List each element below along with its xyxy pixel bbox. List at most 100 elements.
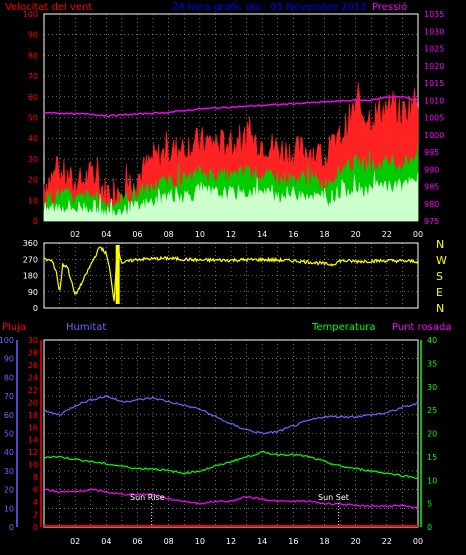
direction-y-tick-label: 360 bbox=[23, 239, 38, 248]
rain-y-tick-label: 12 bbox=[28, 448, 38, 457]
wind-x-tick-label: 16 bbox=[288, 230, 298, 239]
wind-y-tick-label: 50 bbox=[28, 114, 38, 123]
wind-y-tick-label: 0 bbox=[33, 217, 38, 226]
lower-x-tick-label: 02 bbox=[70, 537, 80, 546]
direction-y-tick-label: 0 bbox=[33, 304, 38, 313]
temperature-y-tick-label: 30 bbox=[427, 383, 437, 392]
rain-y-tick-label: 8 bbox=[33, 473, 38, 482]
pressure-y-tick-label: 990 bbox=[424, 165, 439, 174]
wind-y-tick-label: 60 bbox=[28, 93, 38, 102]
wind-x-tick-label: 10 bbox=[195, 230, 205, 239]
wind-x-tick-label: 22 bbox=[382, 230, 392, 239]
lower-panel-frame bbox=[43, 339, 419, 528]
rain-y-tick-label: 10 bbox=[28, 461, 38, 470]
wind-y-tick-label: 100 bbox=[23, 10, 38, 19]
temperature-y-tick-label: 25 bbox=[427, 406, 437, 415]
pressure-y-tick-label: 1000 bbox=[424, 131, 444, 140]
direction-y-tick-label: 180 bbox=[23, 272, 38, 281]
rain-y-tick-label: 20 bbox=[28, 398, 38, 407]
temperature-y-tick-label: 10 bbox=[427, 476, 437, 485]
humidity-y-tick-label: 100 bbox=[0, 336, 14, 345]
compass-n-bottom: N bbox=[436, 302, 444, 315]
compass-s: S bbox=[436, 270, 443, 283]
pressure-y-tick-label: 1035 bbox=[424, 10, 444, 19]
rain-y-tick-label: 24 bbox=[28, 373, 38, 382]
temperature-y-tick-label: 40 bbox=[427, 336, 437, 345]
wind-direction-panel: 0 90 180 270 360 bbox=[23, 239, 419, 313]
wind-x-tick-label: 20 bbox=[351, 230, 361, 239]
direction-y-tick-label: 90 bbox=[28, 288, 38, 297]
sunset-label: Sun Set bbox=[318, 493, 349, 502]
temperature-y-tick-label: 20 bbox=[427, 430, 437, 439]
header-date-title: 24 hora grafic dia : 05 Novembre 2013 bbox=[172, 2, 367, 13]
lower-x-tick-label: 18 bbox=[319, 537, 329, 546]
humidity-line bbox=[43, 394, 419, 435]
lower-x-tick-label: 16 bbox=[288, 537, 298, 546]
humidity-y-tick-label: 20 bbox=[4, 486, 14, 495]
wind-x-tick-label: 18 bbox=[319, 230, 329, 239]
temperature-y-tick-label: 5 bbox=[427, 500, 432, 509]
pressure-y-tick-label: 1005 bbox=[424, 114, 444, 123]
header-pressure-title: Pressió bbox=[372, 1, 407, 13]
rain-label: Pluja bbox=[2, 322, 26, 333]
lower-x-tick-label: 08 bbox=[164, 537, 174, 546]
humidity-y-tick-label: 40 bbox=[4, 448, 14, 457]
rain-y-tick-label: 16 bbox=[28, 423, 38, 432]
compass-n-top: N bbox=[436, 238, 444, 251]
lower-x-tick-label: 06 bbox=[132, 537, 142, 546]
wind-y-tick-label: 70 bbox=[28, 72, 38, 81]
pressure-y-tick-label: 1030 bbox=[424, 27, 444, 36]
wind-y-tick-label: 40 bbox=[28, 134, 38, 143]
humidity-label: Humitat bbox=[66, 322, 106, 333]
temperature-y-tick-label: 35 bbox=[427, 359, 437, 368]
compass-e: E bbox=[436, 286, 443, 299]
wind-x-tick-label: 06 bbox=[132, 230, 142, 239]
wind-x-tick-label: 04 bbox=[101, 230, 111, 239]
pressure-y-tick-label: 1025 bbox=[424, 45, 444, 54]
temperature-y-tick-label: 15 bbox=[427, 453, 437, 462]
lower-x-tick-label: 04 bbox=[101, 537, 111, 546]
lower-x-tick-label: 10 bbox=[195, 537, 205, 546]
pressure-y-tick-label: 1015 bbox=[424, 79, 444, 88]
rain-y-tick-label: 0 bbox=[33, 523, 38, 532]
lower-x-tick-label: 12 bbox=[226, 537, 236, 546]
lower-x-tick-label: 20 bbox=[351, 537, 361, 546]
wind-x-tick-label: 08 bbox=[164, 230, 174, 239]
wind-min-area bbox=[43, 172, 419, 222]
rain-y-tick-label: 18 bbox=[28, 411, 38, 420]
temperature-line bbox=[43, 450, 419, 480]
sunrise-label: Sun Rise bbox=[130, 493, 165, 502]
direction-line bbox=[43, 246, 419, 302]
pressure-line bbox=[43, 95, 419, 118]
wind-x-tick-label: 14 bbox=[257, 230, 267, 239]
rain-y-tick-label: 14 bbox=[28, 436, 38, 445]
humidity-y-tick-label: 90 bbox=[4, 355, 14, 364]
wind-x-tick-label: 02 bbox=[70, 230, 80, 239]
wind-y-tick-label: 10 bbox=[28, 196, 38, 205]
humidity-temperature-panel: 0102030405060708090100024681012141618202… bbox=[0, 336, 437, 546]
humidity-y-tick-label: 70 bbox=[4, 392, 14, 401]
lower-x-tick-label: 14 bbox=[257, 537, 267, 546]
rain-y-tick-label: 4 bbox=[33, 498, 38, 507]
wind-y-tick-label: 90 bbox=[28, 31, 38, 40]
pressure-y-tick-label: 1010 bbox=[424, 96, 444, 105]
lower-x-tick-label: 22 bbox=[382, 537, 392, 546]
header-wind-title: Velocitat del vent bbox=[5, 2, 92, 13]
wind-x-tick-label: 12 bbox=[226, 230, 236, 239]
humidity-y-tick-label: 10 bbox=[4, 504, 14, 513]
pressure-y-tick-label: 980 bbox=[424, 200, 439, 209]
wind-y-tick-label: 20 bbox=[28, 176, 38, 185]
direction-y-tick-label: 270 bbox=[23, 255, 38, 264]
wind-x-tick-label: 00 bbox=[413, 230, 423, 239]
pressure-y-tick-label: 985 bbox=[424, 183, 439, 192]
pressure-y-tick-label: 995 bbox=[424, 148, 439, 157]
lower-x-tick-label: 00 bbox=[413, 537, 423, 546]
pressure-y-tick-label: 975 bbox=[424, 217, 439, 226]
wind-pressure-panel: 0102030405060708090100975980985990995100… bbox=[23, 10, 445, 239]
rain-y-tick-label: 28 bbox=[28, 348, 38, 357]
humidity-y-tick-label: 0 bbox=[9, 523, 14, 532]
pressure-y-tick-label: 1020 bbox=[424, 62, 444, 71]
dewpoint-line bbox=[43, 488, 419, 509]
rain-y-tick-label: 30 bbox=[28, 336, 38, 345]
